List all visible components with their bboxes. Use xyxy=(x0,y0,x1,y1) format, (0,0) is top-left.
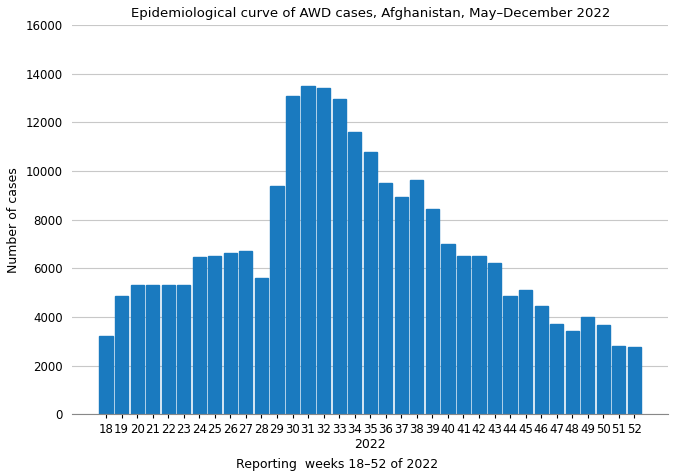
Bar xyxy=(519,290,532,414)
Bar xyxy=(255,278,268,414)
Bar xyxy=(550,324,563,414)
Bar xyxy=(628,347,641,414)
Bar xyxy=(566,331,579,414)
Bar xyxy=(472,256,485,414)
Bar xyxy=(597,326,610,414)
Bar xyxy=(348,132,361,414)
Bar xyxy=(115,296,128,414)
Bar xyxy=(99,337,113,414)
Bar xyxy=(457,256,470,414)
Bar xyxy=(161,285,175,414)
Bar xyxy=(504,296,516,414)
Bar xyxy=(333,99,346,414)
Bar xyxy=(581,317,595,414)
Bar xyxy=(395,197,408,414)
Bar xyxy=(223,252,237,414)
Title: Epidemiological curve of AWD cases, Afghanistan, May–December 2022: Epidemiological curve of AWD cases, Afgh… xyxy=(130,7,610,20)
Bar xyxy=(612,346,626,414)
Bar xyxy=(239,251,252,414)
Bar xyxy=(208,256,221,414)
Bar xyxy=(410,179,423,414)
Bar xyxy=(146,285,159,414)
Bar xyxy=(192,258,206,414)
Bar xyxy=(379,183,392,414)
Text: Reporting  weeks 18–52 of 2022: Reporting weeks 18–52 of 2022 xyxy=(236,458,439,471)
Bar xyxy=(286,96,299,414)
Bar xyxy=(271,186,284,414)
Bar xyxy=(426,209,439,414)
Bar xyxy=(364,152,377,414)
Bar xyxy=(441,244,454,414)
X-axis label: 2022: 2022 xyxy=(354,437,386,451)
Y-axis label: Number of cases: Number of cases xyxy=(7,167,20,273)
Bar xyxy=(488,263,501,414)
Bar xyxy=(130,285,144,414)
Bar xyxy=(177,285,190,414)
Bar xyxy=(317,89,330,414)
Bar xyxy=(535,306,547,414)
Bar xyxy=(302,86,315,414)
